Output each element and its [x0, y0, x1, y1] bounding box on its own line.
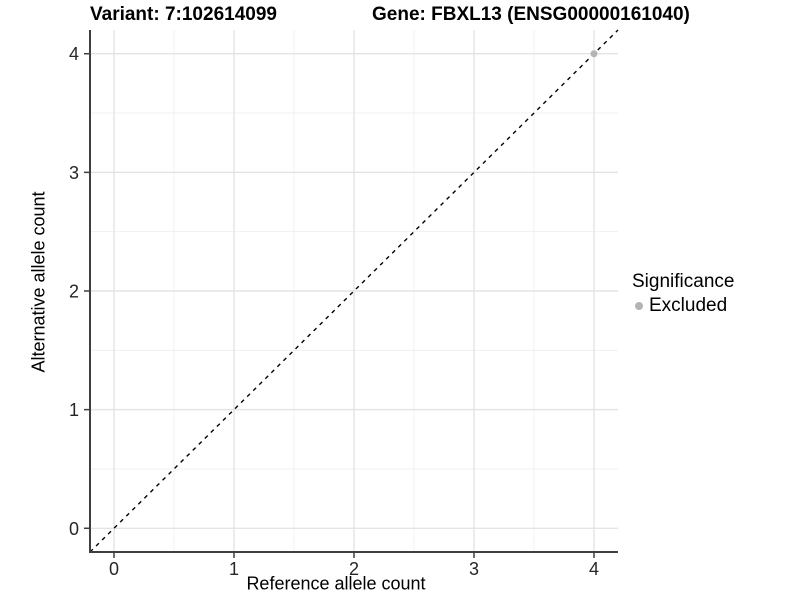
y-tick-label: 4: [69, 44, 79, 64]
legend-entry-label: Excluded: [649, 295, 728, 316]
y-tick-label: 2: [69, 282, 79, 302]
y-axis-title: Alternative allele count: [28, 191, 49, 373]
legend-entry-excluded: Excluded: [632, 295, 734, 317]
plot-title-variant: Variant: 7:102614099: [90, 4, 277, 25]
legend-title: Significance: [632, 271, 735, 292]
x-tick-label: 0: [109, 559, 119, 579]
y-tick-label: 0: [69, 519, 79, 539]
y-tick-label: 3: [69, 163, 79, 183]
legend: Significance Excluded: [632, 271, 734, 317]
x-tick-label: 2: [349, 559, 359, 579]
x-tick-label: 1: [229, 559, 239, 579]
x-tick-label: 3: [469, 559, 479, 579]
data-point-excluded: [590, 50, 598, 58]
x-tick-label: 4: [589, 559, 599, 579]
excluded-point-swatch-icon: [635, 302, 643, 310]
y-tick-label: 1: [69, 400, 79, 420]
plot-title-gene: Gene: FBXL13 (ENSG00000161040): [372, 4, 690, 25]
x-axis-title: Reference allele count: [246, 573, 426, 594]
